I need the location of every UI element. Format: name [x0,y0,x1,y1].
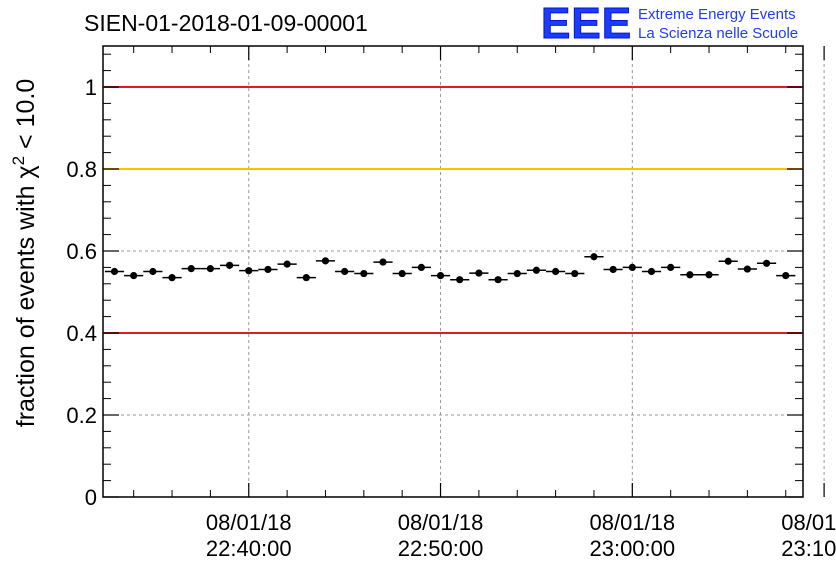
data-marker [149,267,157,276]
data-point [354,269,374,278]
data-point [718,257,738,265]
data-marker [436,272,445,280]
y-tick-label: 0.2 [66,403,97,428]
data-points [104,253,796,284]
x-tick-date: 08/01/18 [589,510,675,535]
eee-logo-mark: EEE [540,0,633,48]
x-tick-time: 22:50:00 [398,536,484,561]
eee-logo-line2: La Scienza nelle Scuole [638,25,799,42]
data-marker [667,263,675,271]
data-marker [743,265,751,273]
data-marker [321,257,330,265]
data-point [680,271,700,279]
data-marker [475,269,483,277]
data-point [603,265,623,274]
data-marker [552,267,560,276]
data-point [776,272,796,280]
data-point [219,261,240,269]
data-point [507,269,527,278]
data-point [277,260,297,268]
data-point [699,271,719,279]
data-marker [225,261,234,269]
data-marker [532,266,541,274]
eee-logo-caption: Extreme Energy Events La Scienza nelle S… [638,5,798,43]
data-point [162,274,182,282]
data-marker [724,257,732,265]
data-marker [628,263,636,271]
eee-logo-line1: Extreme Energy Events [638,6,796,23]
data-point [296,274,316,282]
y-tick-label: 0 [85,485,97,510]
data-marker [705,271,713,279]
data-point [641,267,662,276]
data-marker [206,265,214,273]
data-marker [398,269,406,278]
y-tick-label: 1 [85,75,97,100]
data-marker [647,267,656,276]
data-marker [571,269,579,278]
x-tick-time: 23:10:00 [781,536,836,561]
data-point [756,259,777,267]
data-point [526,266,547,274]
data-marker [168,274,176,282]
reference-lines [104,86,802,334]
axes [103,46,825,498]
x-tick-time: 22:40:00 [206,536,292,561]
y-tick-label: 0.8 [66,157,97,182]
y-tick-label: 0.4 [66,321,97,346]
data-point [104,267,125,276]
data-marker [609,265,617,274]
data-point [315,257,336,265]
data-point [258,265,278,274]
data-point [335,267,355,276]
data-point [584,253,604,261]
data-point [239,267,259,275]
data-point [373,258,393,266]
chart-title: SIEN-01-2018-01-09-00001 [84,10,368,36]
x-tick-date: 08/01/18 [781,510,836,535]
data-point [469,269,489,277]
data-point [488,276,508,284]
data-point [200,265,220,273]
x-tick-date: 08/01/18 [206,510,292,535]
data-point [124,272,144,280]
data-point [661,263,681,271]
x-tick-date: 08/01/18 [398,510,484,535]
data-marker [341,267,349,276]
data-point [411,263,431,271]
data-point [430,272,451,280]
data-marker [762,259,771,267]
data-point [450,276,470,284]
data-marker [302,274,310,282]
data-marker [686,271,694,279]
data-marker [245,267,253,275]
data-marker [513,269,521,278]
data-point [392,269,412,278]
data-marker [110,267,119,276]
data-point [622,263,642,271]
data-marker [456,276,464,284]
data-point [181,265,201,273]
data-point [546,267,566,276]
data-marker [283,260,291,268]
data-point [143,267,163,276]
data-marker [782,272,790,280]
x-tick-time: 23:00:00 [589,536,675,561]
data-marker [417,263,425,271]
eee-logo: EEE Extreme Energy Events La Scienza nel… [540,0,798,48]
data-marker [494,276,502,284]
data-marker [264,265,272,274]
data-marker [379,258,387,266]
data-marker [360,269,368,278]
axis-labels: 00.20.40.60.8108/01/1822:40:0008/01/1822… [66,75,836,561]
data-marker [590,253,598,261]
y-axis-label: fraction of events with χ2 < 10.0 [9,79,40,427]
data-marker [130,272,138,280]
y-tick-label: 0.6 [66,239,97,264]
data-point [565,269,585,278]
data-marker [187,265,195,273]
data-point [737,265,757,273]
plot-frame [102,45,804,498]
